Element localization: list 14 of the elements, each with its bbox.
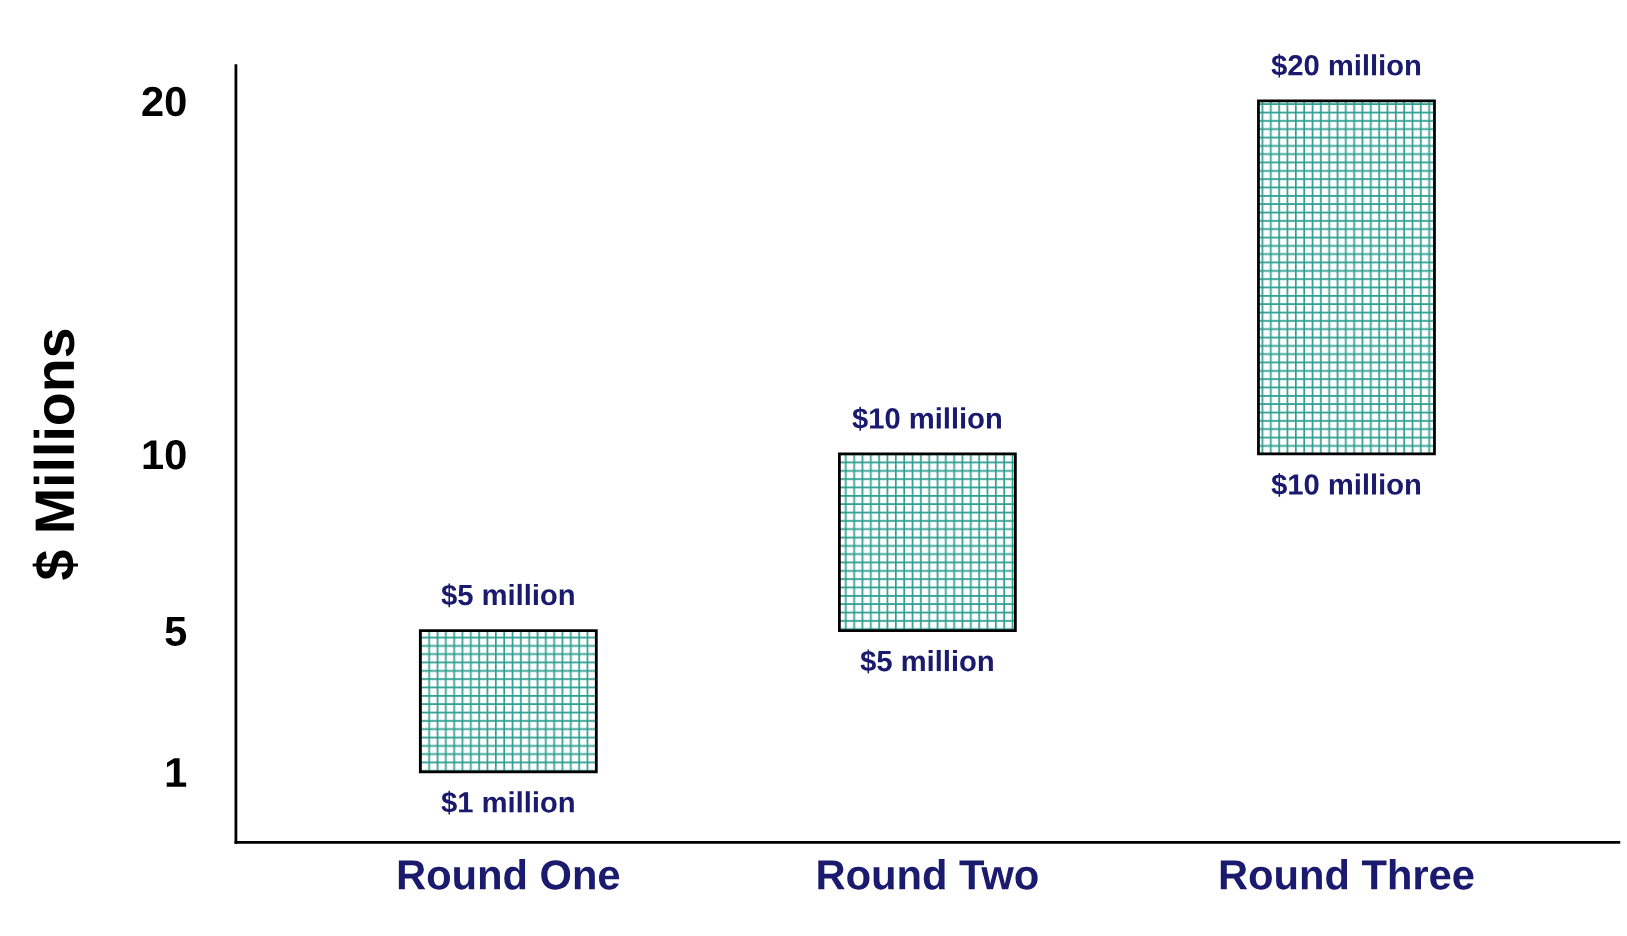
annotation: $5 million (441, 583, 574, 608)
y-tick-label: 10 (143, 439, 186, 470)
y-tick-label: 1 (166, 758, 187, 787)
annotation: $5 million (860, 649, 993, 674)
x-tick-label: Round Two (818, 859, 1038, 890)
x-tick-label: Round One (398, 859, 620, 890)
annotation: $10 million (1271, 472, 1421, 497)
annotation: $10 million (852, 406, 1001, 431)
y-axis-title: $ Millions (32, 329, 78, 580)
y-tick-label: 20 (142, 86, 186, 117)
annotation: $20 million (1271, 53, 1421, 78)
y-tick-label: 5 (165, 616, 187, 647)
annotation: $1 million (441, 790, 574, 815)
x-tick-label: Round Three (1220, 859, 1474, 890)
